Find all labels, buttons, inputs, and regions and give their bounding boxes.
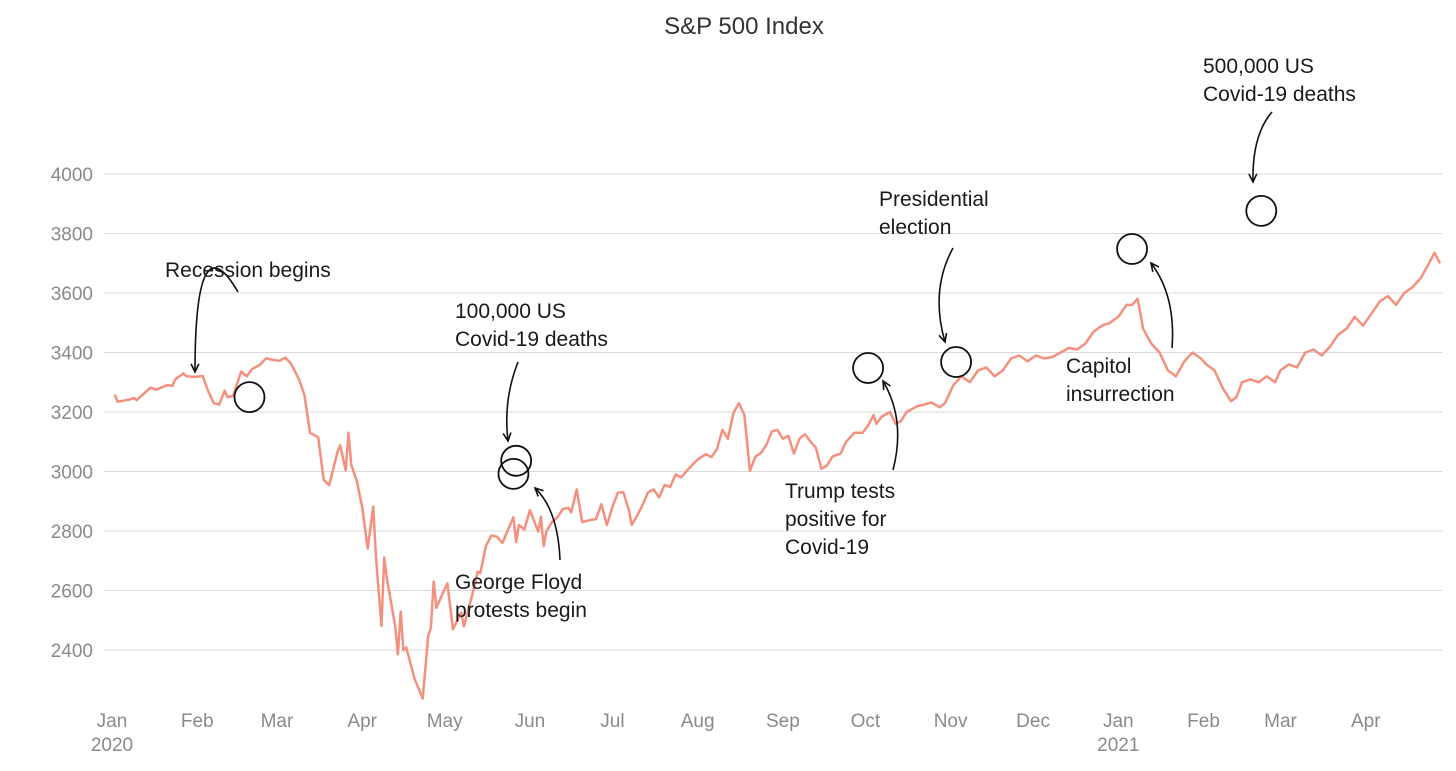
annotation-label: Presidential bbox=[879, 188, 989, 211]
series-layer bbox=[113, 251, 1442, 700]
y-tick-label: 3400 bbox=[51, 344, 93, 365]
x-tick-label: Dec bbox=[1016, 711, 1050, 732]
x-tick-label: Aug bbox=[681, 711, 715, 732]
y-tick-label: 3800 bbox=[51, 225, 93, 246]
y-tick-label: 3200 bbox=[51, 403, 93, 424]
x-tick-year-label: 2021 bbox=[1097, 735, 1139, 756]
arrowhead-icon bbox=[882, 379, 891, 391]
series-line bbox=[113, 251, 1442, 700]
x-tick-label: Jan bbox=[1103, 711, 1134, 732]
annotation-arrow bbox=[506, 361, 519, 442]
annotation-label: Covid-19 bbox=[785, 536, 869, 559]
annotation-label: Recession begins bbox=[165, 259, 331, 282]
annotation-label: positive for bbox=[785, 508, 887, 531]
arrowhead-icon bbox=[533, 486, 544, 497]
annotation-arrow bbox=[1252, 111, 1273, 183]
x-tick-label: Feb bbox=[181, 711, 214, 732]
y-tick-label: 2600 bbox=[51, 582, 93, 603]
x-tick-label: Jul bbox=[600, 711, 624, 732]
arrowhead-icon bbox=[1248, 173, 1258, 184]
event-marker-circle bbox=[1245, 194, 1278, 227]
annotation-label: Trump tests bbox=[785, 480, 895, 503]
x-tick-label: Mar bbox=[261, 711, 294, 732]
y-tick-label: 2800 bbox=[51, 522, 93, 543]
x-tick-label: Sep bbox=[766, 711, 800, 732]
arrowhead-icon bbox=[938, 332, 948, 344]
event-marker-circle bbox=[852, 352, 885, 384]
y-tick-label: 3000 bbox=[51, 463, 93, 484]
x-tick-label: Mar bbox=[1264, 711, 1297, 732]
annotation-arrow bbox=[882, 380, 899, 471]
x-tick-label: Nov bbox=[934, 711, 968, 732]
event-marker-circle bbox=[1116, 233, 1148, 265]
arrowhead-icon bbox=[502, 432, 512, 443]
annotation-label: 100,000 US bbox=[455, 300, 566, 323]
annotation-label: election bbox=[879, 216, 951, 239]
event-marker-circle bbox=[940, 346, 972, 378]
x-tick-label: Oct bbox=[851, 711, 881, 732]
annotation-label: 500,000 US bbox=[1203, 55, 1314, 78]
event-marker-circle bbox=[233, 381, 266, 414]
y-tick-label: 3600 bbox=[51, 284, 93, 305]
y-tick-label: 2400 bbox=[51, 641, 93, 662]
annotation-label: Covid-19 deaths bbox=[455, 328, 608, 351]
x-tick-label: Jan bbox=[97, 711, 128, 732]
y-axis-ticks: 2400 2600 2800 3000 3200 3400 3600 3800 4000 bbox=[51, 165, 93, 662]
x-tick-year-label: 2020 bbox=[91, 735, 133, 756]
event-marker-circle bbox=[500, 444, 533, 477]
gridlines bbox=[104, 173, 1442, 651]
x-tick-label: Feb bbox=[1187, 711, 1220, 732]
arrowhead-icon bbox=[1149, 261, 1160, 272]
annotation-label: Covid-19 deaths bbox=[1203, 83, 1356, 106]
annotation-label: George Floyd bbox=[455, 571, 582, 594]
annotation-arrow bbox=[194, 267, 239, 373]
annotation-arrow bbox=[938, 247, 954, 343]
event-marker-circle bbox=[497, 457, 530, 490]
annotations: Recession begins 100,000 US Covid-19 death… bbox=[165, 55, 1356, 622]
annotation-label: Capitol bbox=[1066, 355, 1131, 378]
x-tick-label: May bbox=[427, 711, 463, 732]
x-tick-label: Apr bbox=[1351, 711, 1381, 732]
x-tick-label: Jun bbox=[515, 711, 546, 732]
annotation-arrow bbox=[534, 487, 561, 561]
arrowhead-icon bbox=[190, 363, 200, 374]
annotation-arrow bbox=[1150, 262, 1174, 349]
annotation-label: insurrection bbox=[1066, 383, 1175, 406]
x-axis-ticks: Jan 2020 Feb Mar Apr May Jun Jul Aug Sep Oct Nov Dec… bbox=[91, 711, 1381, 756]
x-tick-label: Apr bbox=[347, 711, 377, 732]
y-tick-label: 4000 bbox=[51, 165, 93, 186]
chart-title: S&P 500 Index bbox=[664, 13, 824, 40]
annotation-label: protests begin bbox=[455, 599, 587, 622]
